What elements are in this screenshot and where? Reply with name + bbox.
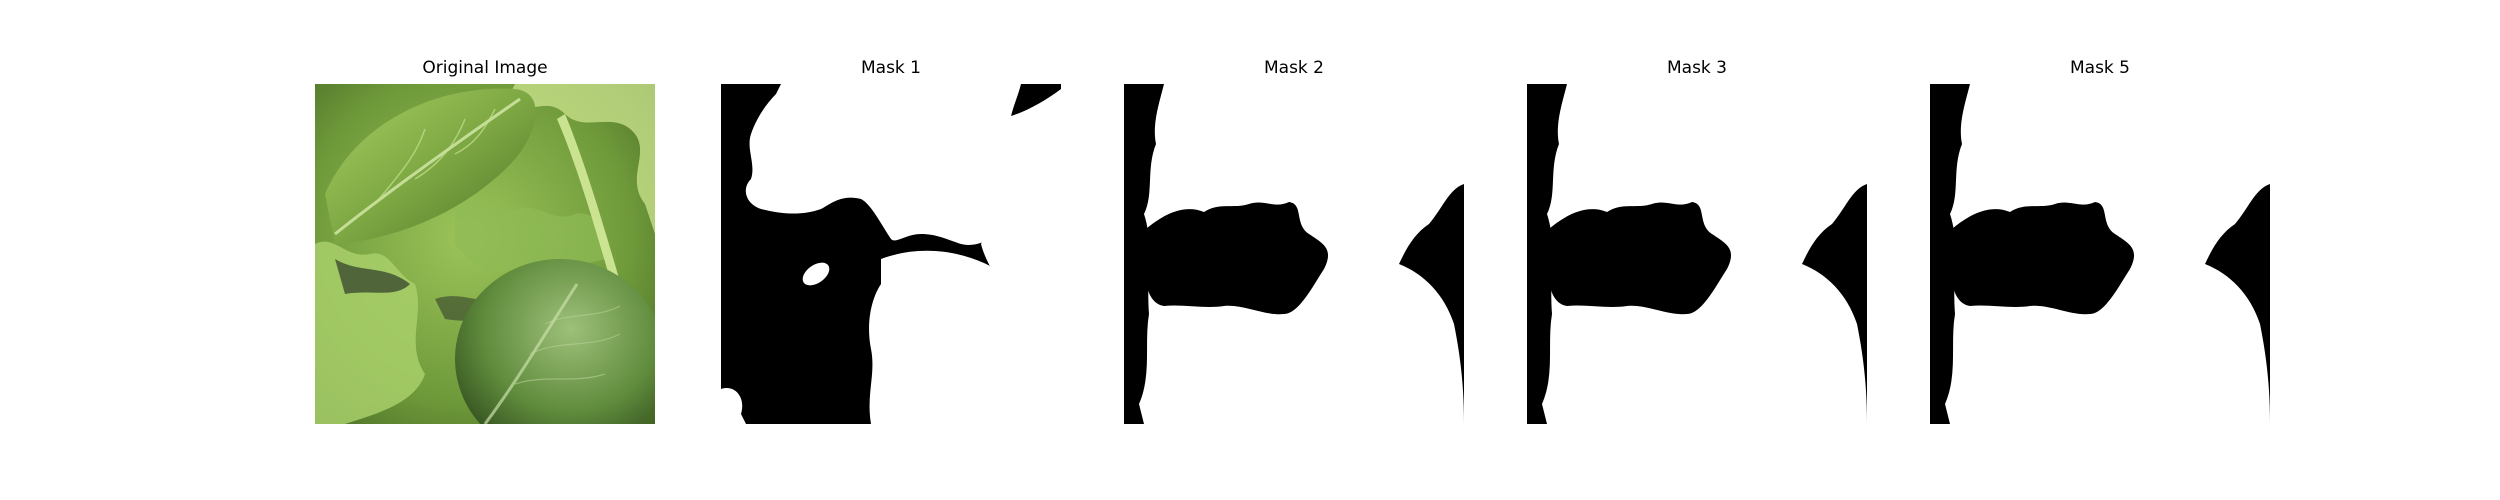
segmentation-mask-image [1124,84,1464,424]
panel-mask-1: Mask 1 [721,0,1061,430]
original-leaf-photo [315,84,655,424]
segmentation-mask-image [721,84,1061,424]
panel-mask-2: Mask 2 [1124,0,1464,430]
panel-mask-5: Mask 5 [1930,0,2270,430]
panel-title: Original Image [422,58,548,78]
panel-title: Mask 3 [1666,58,1727,78]
panel-title: Mask 2 [1263,58,1324,78]
segmentation-mask-image [1527,84,1867,424]
segmentation-mask-image [1930,84,2270,424]
panel-original-image: Original Image [315,0,655,430]
panel-title: Mask 1 [860,58,921,78]
panel-title: Mask 5 [2069,58,2130,78]
panel-mask-3: Mask 3 [1527,0,1867,430]
